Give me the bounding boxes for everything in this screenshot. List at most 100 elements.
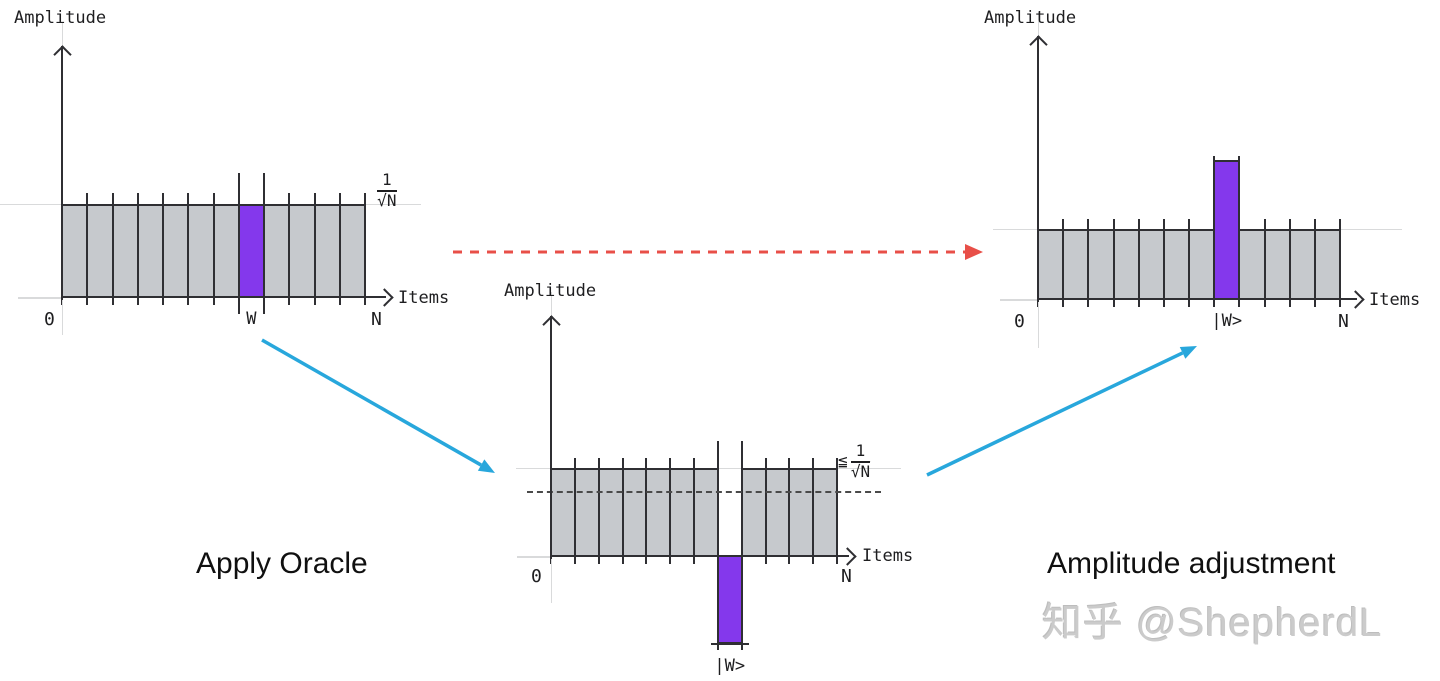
- zhihu-watermark: 知乎 @ShepherdL: [1042, 601, 1383, 645]
- x-axis-faint-extension: [18, 297, 62, 299]
- bar-boundary-line: [1188, 219, 1190, 307]
- y-axis-faint-extension-below: [61, 300, 63, 335]
- oracle-step-arrow-red-dashed: [453, 244, 983, 260]
- to-oracle-arrow-blue-shaft: [261, 338, 482, 467]
- bar-boundary-line: [263, 173, 265, 314]
- bar-boundary-line: [288, 193, 291, 305]
- bar-boundary-line: [338, 193, 341, 305]
- bar-boundary-line: [573, 458, 576, 564]
- bar: [1038, 229, 1064, 299]
- bar: [1314, 229, 1340, 299]
- bar: [622, 468, 647, 556]
- bar: [741, 468, 766, 556]
- x-tick-marked: |W>: [1211, 311, 1243, 331]
- bar: [213, 204, 239, 297]
- bar-boundary-line: [313, 193, 316, 305]
- x-axis-faint-extension: [517, 556, 551, 558]
- negative-bar-bottom-tick: [710, 643, 749, 645]
- bar: [1063, 229, 1089, 299]
- fraction-denominator: √N: [377, 190, 397, 210]
- x-tick-end: N: [841, 566, 852, 587]
- x-tick-origin: 0: [531, 566, 542, 587]
- marked-bar: [1214, 160, 1240, 299]
- y-axis-label: Amplitude: [14, 8, 107, 28]
- bar-boundary-line: [1263, 219, 1266, 307]
- bar: [670, 468, 694, 556]
- amplitude-adjustment-label: Amplitude adjustment: [1047, 547, 1336, 580]
- y-axis-faint-extension-below: [1037, 302, 1039, 348]
- y-axis-line: [61, 46, 63, 299]
- x-axis-line: [62, 296, 386, 298]
- bar-boundary-line: [86, 193, 89, 305]
- bar-boundary-line: [716, 441, 719, 650]
- bar-boundary-line: [788, 458, 791, 564]
- bar: [574, 468, 599, 556]
- x-axis-line: [551, 555, 849, 557]
- bar: [137, 204, 163, 297]
- x-tick-origin: 0: [1014, 311, 1025, 332]
- fraction-numerator: 1: [850, 442, 871, 463]
- bar: [62, 204, 88, 297]
- fraction-numerator: 1: [377, 171, 397, 192]
- bar-boundary-line: [187, 193, 190, 305]
- bar: [1189, 229, 1215, 299]
- y-axis-faint-extension-above: [61, 22, 63, 46]
- to-adjustment-arrow-blue-head: [1179, 346, 1197, 359]
- bar: [339, 204, 365, 297]
- bar-boundary-line: [669, 458, 672, 564]
- x-axis-line: [1038, 298, 1357, 300]
- x-tick-marked: |W>: [714, 656, 746, 676]
- bar: [1239, 229, 1265, 299]
- mean-amplitude-dashed-line: [527, 490, 881, 493]
- x-axis-label: Items: [862, 546, 914, 566]
- x-axis-label: Items: [398, 288, 450, 308]
- bar-boundary-line: [111, 193, 114, 305]
- y-axis-faint-extension-above: [1037, 12, 1039, 36]
- bar-boundary-line: [1313, 219, 1316, 307]
- bar: [314, 204, 340, 297]
- bar: [163, 204, 189, 297]
- bar: [646, 468, 671, 556]
- bar: [112, 204, 138, 297]
- bar: [598, 468, 623, 556]
- bar-boundary-line: [1339, 219, 1341, 307]
- bar: [1088, 229, 1114, 299]
- bar-boundary-line: [693, 458, 695, 564]
- to-oracle-arrow-blue: [261, 338, 495, 473]
- bar-boundary-line: [162, 193, 164, 305]
- y-axis-line: [550, 316, 552, 558]
- apply-oracle-label: Apply Oracle: [196, 547, 368, 580]
- bar: [1264, 229, 1290, 299]
- bar-boundary-line: [1162, 219, 1165, 307]
- bar: [789, 468, 814, 556]
- y-axis-line: [1037, 36, 1039, 301]
- bar-boundary-line: [1112, 219, 1115, 307]
- bar-boundary-line: [1238, 156, 1241, 307]
- bar: [188, 204, 214, 297]
- bar: [813, 468, 837, 556]
- bar-boundary-line: [764, 458, 767, 564]
- bar: [289, 204, 315, 297]
- x-tick-end: N: [1338, 311, 1349, 332]
- bar-boundary-line: [212, 193, 215, 305]
- bar-boundary-line: [621, 458, 624, 564]
- bar-boundary-line: [364, 193, 366, 305]
- bar-boundary-line: [812, 458, 815, 564]
- x-axis-label: Items: [1369, 290, 1421, 310]
- to-adjustment-arrow-blue: [926, 346, 1197, 477]
- bar-boundary-line: [1062, 219, 1065, 307]
- bar-boundary-line: [136, 193, 139, 305]
- bar: [1289, 229, 1315, 299]
- bar: [1138, 229, 1164, 299]
- bar-boundary-line: [645, 458, 648, 564]
- bar: [1113, 229, 1139, 299]
- y-axis-label: Amplitude: [984, 8, 1077, 28]
- leq-symbol: ≦: [838, 451, 848, 471]
- bar-boundary-line: [1137, 219, 1140, 307]
- amplitude-annotation: 1 √N: [377, 171, 397, 210]
- bar: [765, 468, 790, 556]
- x-tick-origin: 0: [44, 309, 55, 330]
